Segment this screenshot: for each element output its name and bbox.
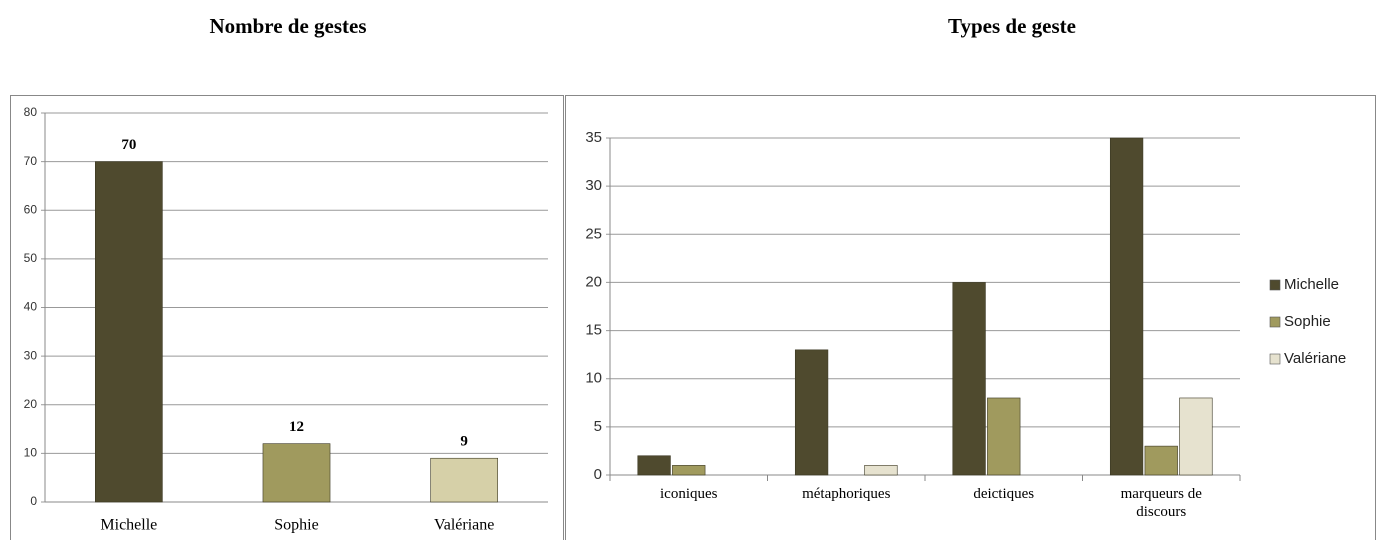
legend-label: Valériane [1284, 350, 1346, 367]
y-tick-label: 10 [24, 446, 38, 460]
legend-swatch [1269, 279, 1281, 291]
x-tick-label: métaphoriques [802, 486, 891, 502]
chart-frame [10, 95, 564, 540]
x-tick-label: marqueurs de discours [1120, 486, 1202, 520]
legend-swatch [1269, 316, 1281, 328]
bar [952, 282, 986, 476]
chart-title: Types de geste [948, 14, 1076, 38]
bar [794, 349, 829, 476]
data-label: 12 [289, 419, 304, 435]
y-tick-label: 20 [585, 273, 602, 290]
y-tick-label: 30 [24, 348, 38, 362]
x-tick-label: deictiques [973, 486, 1035, 502]
y-tick-label: 60 [24, 202, 38, 216]
bar [1179, 397, 1213, 476]
x-tick-label: Sophie [274, 517, 318, 534]
y-tick-label: 25 [585, 225, 602, 242]
y-tick-label: 80 [24, 105, 38, 119]
bar [95, 161, 163, 503]
bar [430, 457, 498, 503]
data-label: 70 [121, 137, 136, 153]
y-tick-label: 50 [24, 251, 38, 265]
legend-swatch [1269, 353, 1281, 365]
y-tick-label: 15 [585, 322, 602, 339]
x-tick-label: iconiques [660, 486, 718, 502]
x-tick-label: Michelle [100, 517, 157, 534]
bar [637, 455, 671, 476]
y-tick-label: 30 [585, 177, 602, 194]
x-tick-label: Valériane [434, 517, 494, 534]
bar [1144, 445, 1178, 476]
bar [262, 443, 331, 503]
y-tick-label: 0 [30, 494, 37, 508]
y-tick-label: 35 [585, 129, 602, 146]
y-tick-label: 5 [594, 418, 602, 435]
bar [864, 465, 898, 476]
chart-title: Nombre de gestes [209, 14, 366, 38]
chart-frame [565, 95, 1376, 540]
legend-label: Michelle [1284, 276, 1339, 293]
y-tick-label: 20 [24, 397, 38, 411]
y-tick-label: 70 [24, 154, 38, 168]
y-tick-label: 10 [585, 370, 602, 387]
y-tick-label: 40 [24, 300, 38, 314]
bar [672, 465, 706, 476]
y-tick-label: 0 [594, 466, 602, 483]
bar [987, 397, 1021, 476]
legend-label: Sophie [1284, 313, 1331, 330]
data-label: 9 [460, 434, 468, 450]
bar [1109, 137, 1144, 476]
